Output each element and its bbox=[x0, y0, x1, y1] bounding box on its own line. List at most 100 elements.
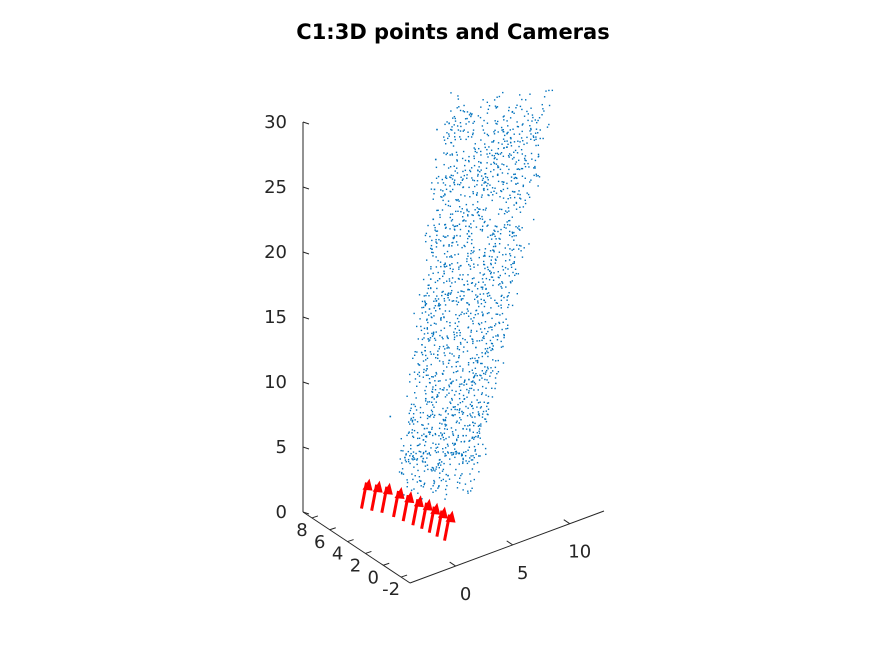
cloud-point bbox=[472, 214, 474, 217]
cloud-point bbox=[456, 167, 458, 169]
cloud-point bbox=[488, 294, 491, 297]
cloud-point bbox=[428, 308, 431, 310]
cloud-point bbox=[436, 230, 439, 232]
cloud-point bbox=[490, 271, 492, 274]
cloud-point bbox=[419, 416, 422, 419]
cloud-point bbox=[508, 303, 510, 306]
cloud-point bbox=[482, 410, 485, 413]
cloud-point bbox=[458, 452, 460, 455]
cloud-point bbox=[503, 115, 505, 117]
cloud-point bbox=[526, 192, 528, 194]
cloud-point bbox=[487, 108, 490, 111]
cloud-point bbox=[517, 126, 520, 128]
cloud-point bbox=[492, 232, 494, 235]
cloud-point bbox=[481, 218, 484, 220]
cloud-point bbox=[421, 312, 424, 314]
y-axis-line bbox=[302, 511, 411, 584]
cloud-point bbox=[439, 261, 442, 263]
cloud-point bbox=[459, 331, 461, 334]
cloud-point bbox=[537, 185, 539, 187]
cloud-point bbox=[483, 263, 486, 266]
cloud-point bbox=[487, 156, 489, 158]
cloud-point bbox=[492, 175, 494, 178]
cloud-point bbox=[444, 194, 446, 196]
cloud-point bbox=[442, 451, 444, 453]
cloud-point bbox=[500, 346, 503, 348]
cloud-point bbox=[494, 157, 496, 159]
cloud-point bbox=[512, 248, 515, 250]
cloud-point bbox=[448, 478, 451, 480]
cloud-point bbox=[473, 179, 476, 182]
cloud-point bbox=[516, 121, 518, 123]
cloud-point bbox=[515, 202, 518, 205]
cloud-point bbox=[467, 492, 469, 494]
cloud-point bbox=[492, 359, 494, 361]
cloud-point bbox=[426, 403, 428, 405]
cloud-point bbox=[446, 335, 448, 337]
cloud-point bbox=[523, 143, 525, 146]
cloud-point bbox=[477, 402, 480, 404]
cloud-point bbox=[487, 236, 489, 238]
cloud-point bbox=[419, 318, 421, 320]
cloud-point bbox=[456, 335, 458, 337]
cloud-point bbox=[442, 436, 444, 439]
cloud-point bbox=[446, 132, 448, 134]
cloud-point bbox=[505, 253, 507, 256]
z-tick-mark bbox=[302, 381, 310, 385]
cloud-point bbox=[487, 292, 490, 294]
cloud-point bbox=[501, 172, 504, 174]
cloud-point bbox=[480, 286, 483, 288]
cloud-point bbox=[484, 267, 486, 270]
cloud-point bbox=[447, 452, 450, 454]
cloud-point bbox=[440, 461, 443, 463]
cloud-point bbox=[435, 331, 437, 333]
cloud-point bbox=[425, 436, 428, 438]
cloud-point bbox=[468, 160, 470, 163]
cloud-point bbox=[489, 184, 491, 186]
cloud-point bbox=[448, 278, 451, 280]
cloud-point bbox=[449, 382, 452, 384]
cloud-point bbox=[413, 429, 416, 432]
cloud-point bbox=[428, 453, 430, 455]
cloud-point bbox=[513, 235, 515, 237]
cloud-point bbox=[410, 489, 413, 491]
cloud-point bbox=[444, 123, 446, 126]
cloud-point bbox=[438, 443, 440, 445]
cloud-point bbox=[482, 129, 485, 131]
cloud-point bbox=[511, 304, 514, 307]
cloud-point bbox=[435, 310, 437, 312]
cloud-point bbox=[443, 387, 445, 389]
cloud-point bbox=[473, 389, 475, 391]
cloud-point bbox=[515, 201, 518, 204]
cloud-point bbox=[465, 451, 467, 453]
cloud-point bbox=[532, 116, 534, 119]
y-tick-mark bbox=[365, 550, 372, 554]
cloud-point bbox=[503, 333, 505, 336]
cloud-point bbox=[494, 120, 496, 122]
cloud-point bbox=[447, 294, 449, 297]
cloud-point bbox=[423, 483, 425, 486]
cloud-point bbox=[453, 225, 456, 228]
cloud-point bbox=[462, 219, 465, 222]
cloud-point bbox=[453, 331, 455, 333]
cloud-point bbox=[487, 134, 490, 137]
cloud-point bbox=[411, 473, 413, 475]
cloud-point bbox=[435, 256, 437, 258]
cloud-point bbox=[520, 149, 523, 151]
cloud-point bbox=[422, 461, 424, 463]
cloud-point bbox=[473, 445, 476, 448]
cloud-point bbox=[424, 435, 427, 438]
cloud-point bbox=[404, 459, 407, 461]
cloud-point bbox=[426, 357, 429, 360]
cloud-point bbox=[491, 326, 493, 328]
cloud-point bbox=[519, 94, 521, 96]
cloud-point bbox=[443, 419, 445, 422]
cloud-point bbox=[509, 255, 512, 257]
cloud-point bbox=[503, 334, 505, 337]
cloud-point bbox=[480, 425, 482, 427]
cloud-point bbox=[536, 121, 538, 124]
cloud-point bbox=[458, 314, 461, 317]
cloud-point bbox=[438, 435, 440, 437]
cloud-point bbox=[467, 425, 469, 427]
cloud-point bbox=[448, 359, 450, 362]
